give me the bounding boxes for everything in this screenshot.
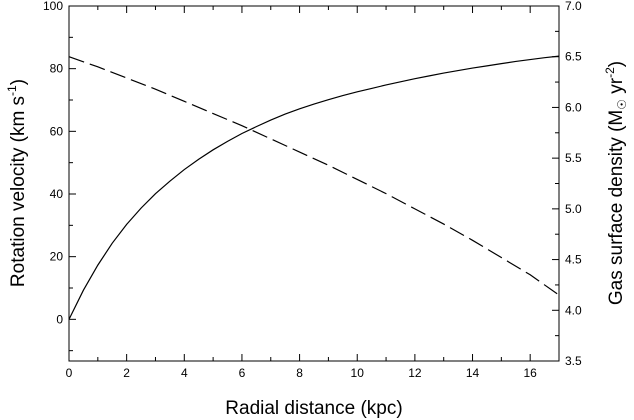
x-tick-label: 16: [523, 366, 537, 380]
x-tick-label: 14: [466, 366, 480, 380]
x-tick-label: 2: [123, 366, 130, 380]
series-layer: [68, 55, 560, 320]
y2-axis-title: Gas surface density (M☉ yr-2): [603, 61, 629, 305]
y2-tick-label: 3.5: [565, 354, 582, 368]
rotation-velocity-line: [68, 55, 560, 320]
y2-tick-label: 4.0: [565, 303, 582, 317]
y-tick-label: 40: [50, 187, 64, 201]
y2-tick-label: 7.0: [565, 0, 582, 13]
y2-tick-label: 5.5: [565, 151, 582, 165]
x-tick-label: 0: [66, 366, 73, 380]
gas-density-line: [68, 56, 560, 296]
y2-tick-label: 6.0: [565, 100, 582, 114]
y-axis-title-main: Rotation velocity (km s: [8, 96, 29, 287]
y-tick-label: 60: [50, 124, 64, 138]
ticks-layer: 0 2 4 6 8 10 12 14 16 0 20 40 60 80 100 3.5 4.0 4.5 5.0 5.5…: [43, 0, 582, 380]
x-tick-label: 8: [296, 366, 303, 380]
x-tick-label: 4: [181, 366, 188, 380]
y-axis-title-close: ): [8, 79, 29, 85]
y2-tick-label: 6.5: [565, 50, 582, 64]
x-axis-title: Radial distance (kpc): [225, 398, 402, 419]
x-tick-label: 10: [351, 366, 365, 380]
x-tick-label: 12: [408, 366, 422, 380]
x-tick-label: 6: [239, 366, 246, 380]
y2-axis-title-main: Gas surface density (M: [606, 110, 627, 305]
y-axis-title: Rotation velocity (km s-1): [5, 79, 29, 287]
y-axis-title-sup: -1: [5, 85, 19, 96]
y2-axis-title-sup: -2: [603, 67, 617, 78]
y2-tick-label: 5.0: [565, 202, 582, 216]
plot-frame: [68, 5, 560, 362]
y-tick-label: 100: [43, 0, 63, 13]
y2-axis-title-unit: yr: [606, 77, 627, 99]
y2-axis-title-close: ): [606, 61, 627, 67]
y-tick-label: 80: [50, 62, 64, 76]
y2-tick-label: 4.5: [565, 253, 582, 267]
y-tick-label: 20: [50, 250, 64, 264]
y-tick-label: 0: [56, 312, 63, 326]
y2-axis-title-sun: ☉: [615, 99, 629, 110]
